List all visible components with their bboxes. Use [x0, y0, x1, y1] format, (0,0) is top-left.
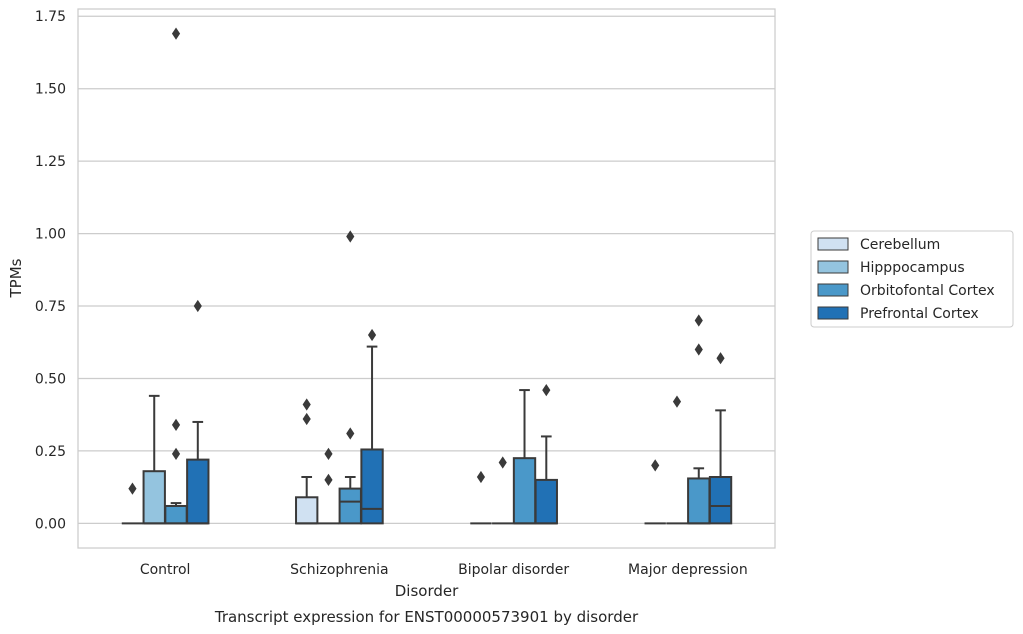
outlier-point [672, 395, 682, 408]
box-group [512, 389, 537, 525]
x-tick-labels: Control Schizophrenia Bipolar disorder Majo… [140, 562, 748, 578]
legend-label: Prefrontal Cortex [860, 306, 979, 322]
legend-swatch [817, 237, 849, 251]
box [360, 448, 384, 525]
outlier-point [302, 398, 311, 411]
box-group [666, 395, 688, 525]
legend-frame [810, 230, 1014, 328]
y-tick-label: 1.50 [35, 82, 66, 98]
box [186, 458, 210, 525]
outlier-point [324, 447, 333, 460]
outlier-point [476, 470, 486, 484]
y-tick-label: 0.50 [35, 371, 66, 387]
outlier-point [128, 482, 137, 495]
outlier-point [171, 27, 181, 40]
outlier-point [302, 412, 311, 426]
y-tick-label: 1.75 [35, 9, 66, 25]
box-group [360, 328, 384, 525]
outlier-point [324, 473, 333, 487]
y-tick-label: 1.00 [35, 227, 66, 243]
legend-swatch [817, 260, 849, 274]
legend-swatch [817, 283, 849, 297]
outlier-point [193, 299, 202, 313]
y-axis-title: TPMs [7, 258, 25, 298]
y-tick-label: 1.25 [35, 154, 66, 170]
box [142, 470, 166, 525]
outlier-point [346, 427, 355, 440]
legend-label: Hipppocampus [860, 260, 965, 276]
box-group [644, 459, 666, 525]
box [338, 487, 362, 525]
box-group [687, 314, 711, 525]
legend: Cerebellum Hipppocampus Orbitofontal Corte… [810, 230, 1014, 328]
box [534, 478, 558, 525]
plot-frame [77, 8, 776, 549]
box-group [142, 394, 166, 525]
y-tick-label: 0.25 [35, 444, 66, 460]
box-group [534, 383, 558, 525]
gridlines [78, 15, 775, 524]
outlier-point [498, 456, 507, 469]
y-tick-labels: 0.00 0.25 0.50 0.75 1.00 1.25 1.50 1.75 [35, 9, 66, 532]
box-group [338, 230, 362, 525]
legend-swatch [817, 306, 849, 320]
outlier-point [171, 447, 181, 460]
box-group [295, 398, 319, 525]
box-group [121, 482, 144, 525]
box-group [708, 352, 733, 525]
outlier-point [651, 459, 660, 472]
outlier-point [171, 418, 181, 431]
x-tick-label: Bipolar disorder [458, 562, 569, 578]
outlier-point [694, 343, 703, 356]
outlier-point [694, 314, 703, 327]
box [295, 496, 319, 525]
box-group [164, 27, 188, 525]
box [164, 504, 188, 525]
boxes [121, 27, 733, 525]
x-tick-label: Schizophrenia [290, 562, 388, 578]
box [687, 477, 711, 525]
outlier-point [367, 328, 377, 342]
box-group [492, 456, 514, 525]
legend-label: Cerebellum [860, 237, 940, 253]
box-group [317, 447, 340, 525]
outlier-point [346, 230, 355, 243]
box-group [470, 470, 492, 525]
box-group [186, 299, 210, 525]
y-tick-label: 0.00 [35, 516, 66, 532]
chart-caption: Transcript expression for ENST0000057390… [214, 608, 639, 626]
x-tick-label: Major depression [628, 562, 748, 578]
outlier-point [716, 352, 725, 365]
outlier-point [542, 383, 551, 397]
y-tick-label: 0.75 [35, 299, 66, 315]
x-tick-label: Control [140, 562, 191, 578]
x-axis-title: Disorder [395, 582, 459, 600]
box [708, 476, 733, 525]
box [512, 457, 537, 525]
legend-label: Orbitofontal Cortex [860, 283, 995, 299]
